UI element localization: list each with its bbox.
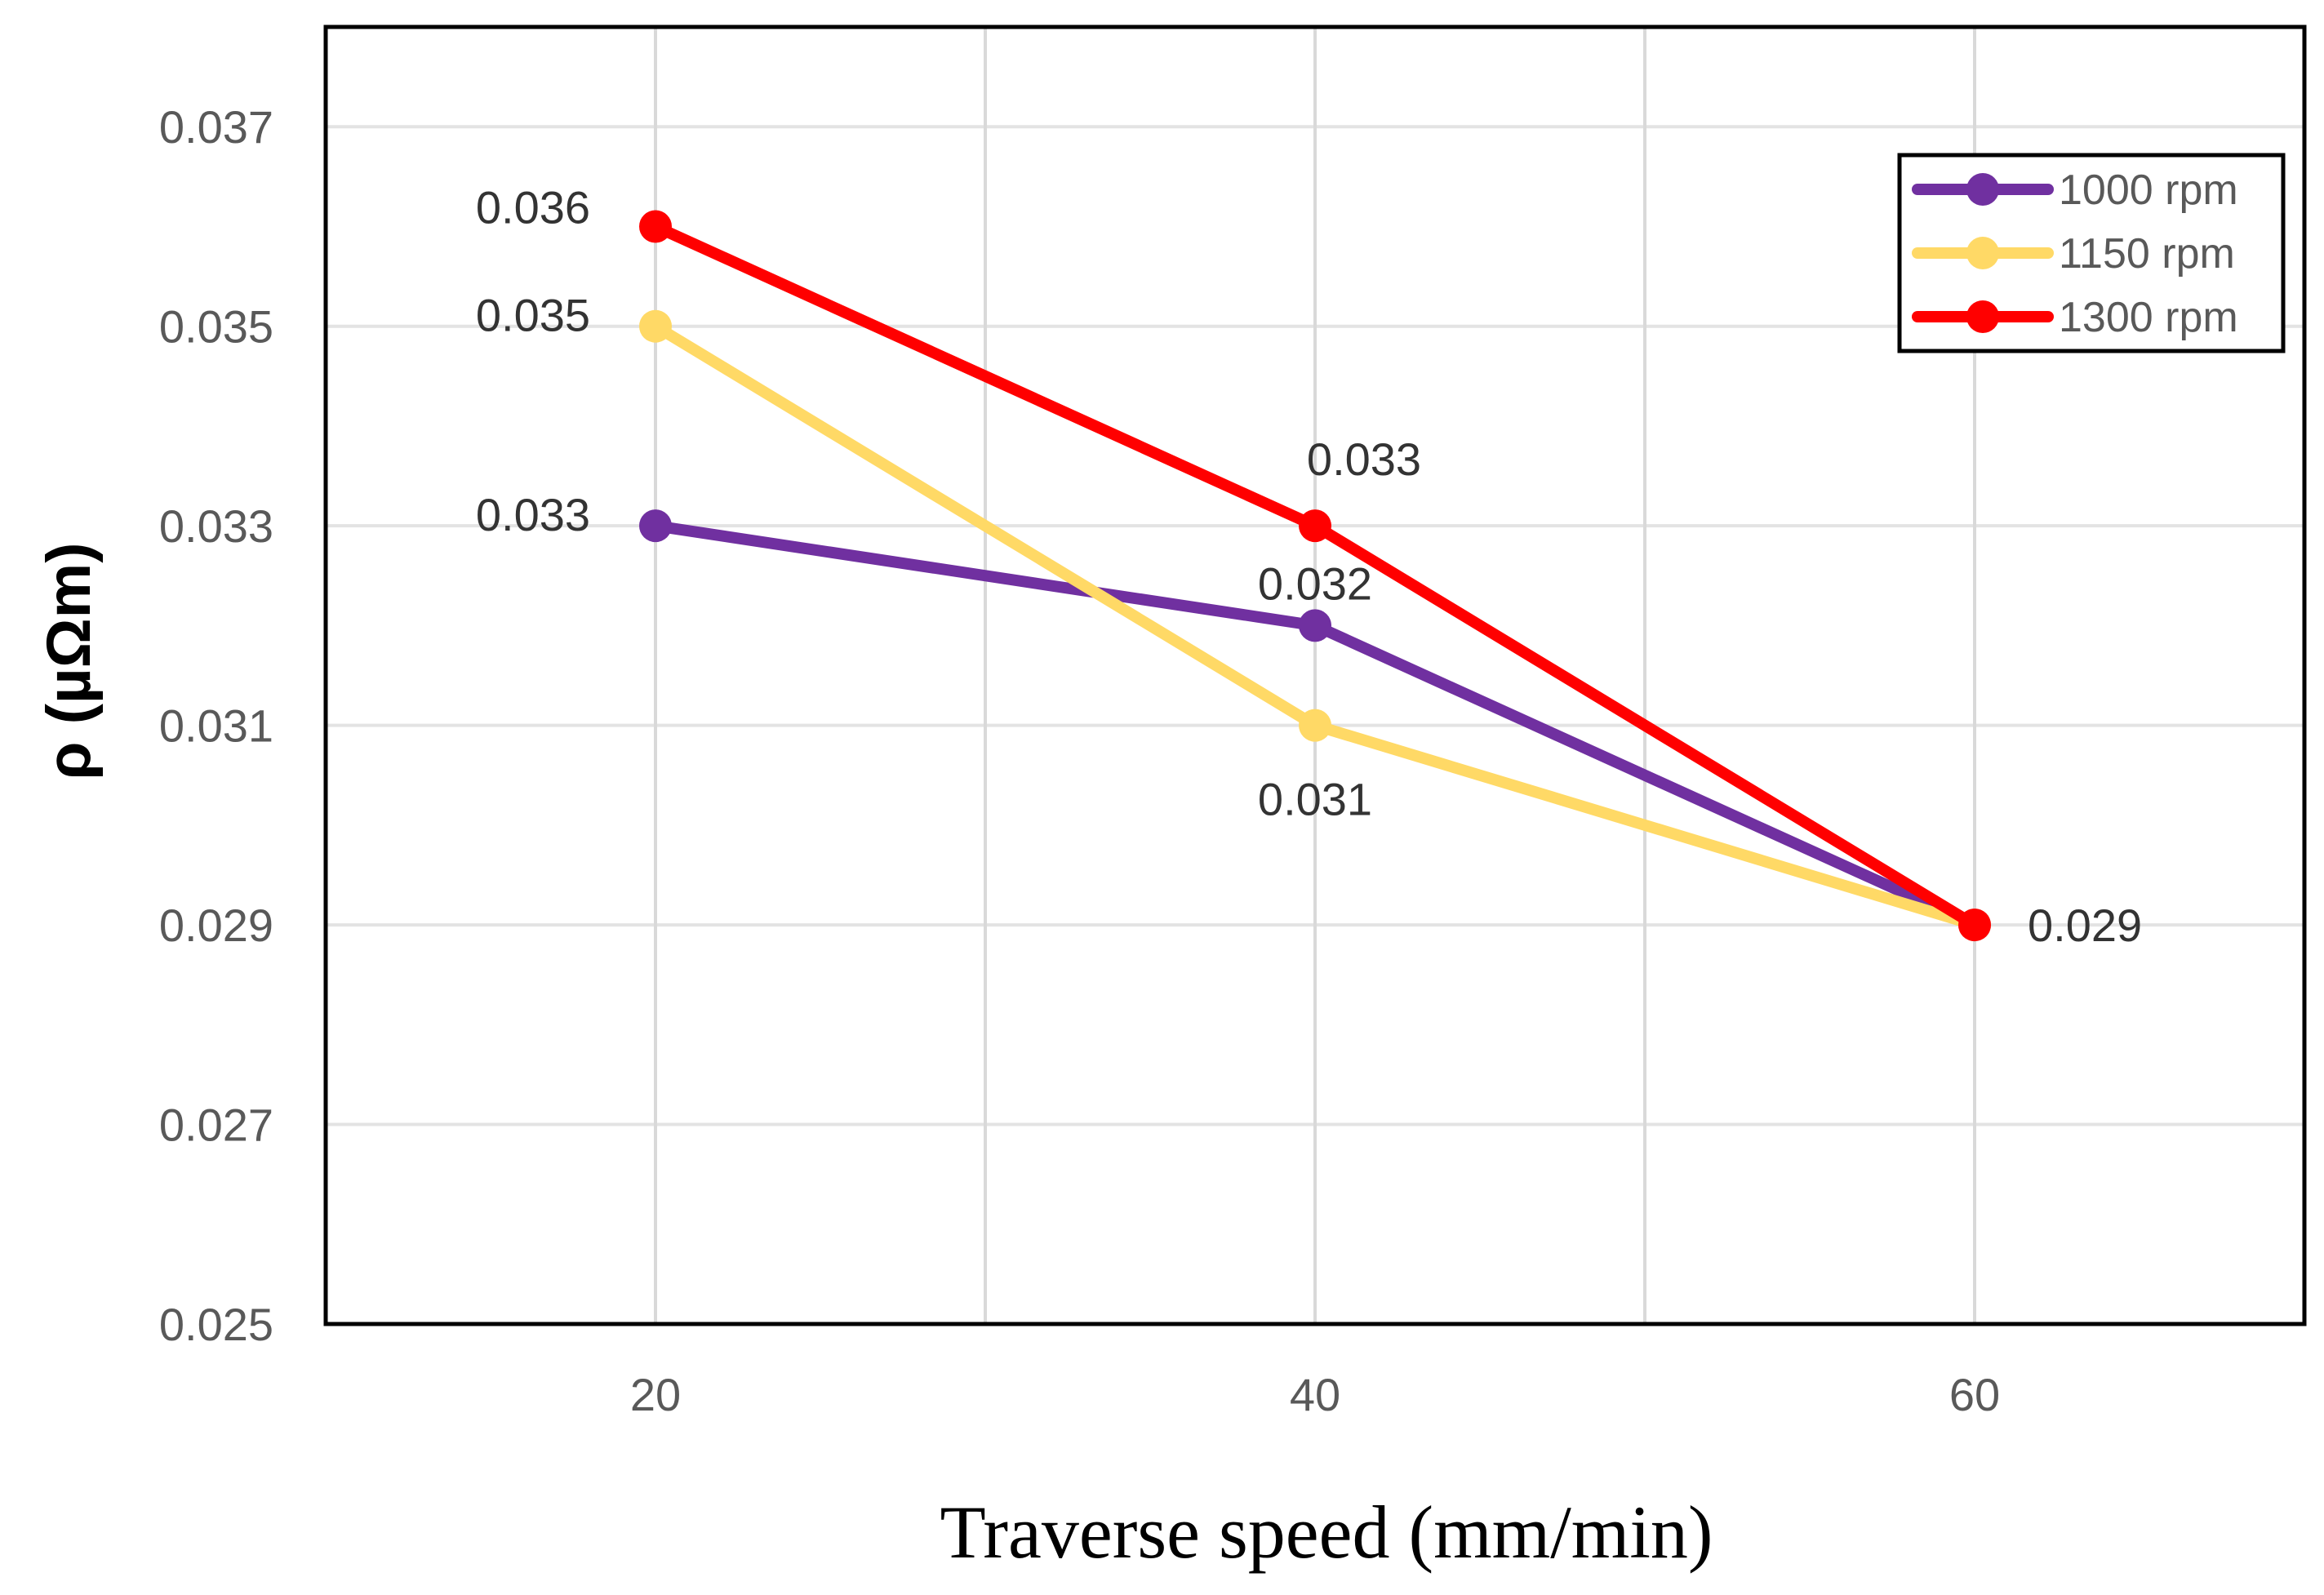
y-tick-label: 0.029 xyxy=(159,900,273,951)
data-label: 0.033 xyxy=(476,489,590,540)
y-tick-label: 0.035 xyxy=(159,301,273,353)
x-tick-label: 20 xyxy=(630,1369,681,1420)
legend-label: 1000 rpm xyxy=(2059,167,2238,214)
data-labels: 0.033 0.032 0.035 0.031 0.036 0.033 0.029 xyxy=(476,181,2142,951)
plot-area-frame xyxy=(323,24,2307,1326)
y-tick-label: 0.027 xyxy=(159,1100,273,1151)
series-point-1 xyxy=(639,309,672,343)
series-point-2 xyxy=(1958,909,1991,942)
legend-swatch-marker xyxy=(1966,300,1999,333)
y-tick-label: 0.031 xyxy=(159,700,273,752)
series-group xyxy=(639,210,1991,942)
legend-label: 1150 rpm xyxy=(2059,230,2235,278)
y-tick-label: 0.037 xyxy=(159,101,273,153)
x-axis-ticks: 20 40 60 xyxy=(630,1369,2000,1420)
data-label: 0.036 xyxy=(476,181,590,233)
legend: 1000 rpm 1150 rpm 1300 rpm xyxy=(1897,153,2286,353)
series-point-2 xyxy=(639,210,672,243)
legend-swatch-marker xyxy=(1966,173,1999,206)
data-label: 0.029 xyxy=(2028,900,2142,951)
y-axis-ticks: 0.025 0.027 0.029 0.031 0.033 0.035 0.037 xyxy=(159,101,273,1350)
x-tick-label: 40 xyxy=(1290,1369,1340,1420)
data-label: 0.033 xyxy=(1307,433,1421,485)
series-point-2 xyxy=(1299,509,1331,543)
x-axis-label: Traverse speed (mm/min) xyxy=(940,1491,1713,1574)
y-axis-label: ρ (µΩm) xyxy=(34,542,104,780)
series-point-0 xyxy=(639,509,672,543)
data-label: 0.031 xyxy=(1258,774,1372,825)
x-tick-label: 60 xyxy=(1949,1369,2000,1420)
series-point-0 xyxy=(1299,609,1331,642)
y-tick-label: 0.033 xyxy=(159,500,273,552)
series-point-1 xyxy=(1299,709,1331,742)
y-tick-label: 0.025 xyxy=(159,1299,273,1350)
data-label: 0.032 xyxy=(1258,558,1372,609)
data-label: 0.035 xyxy=(476,290,590,341)
legend-label: 1300 rpm xyxy=(2059,294,2238,341)
legend-swatch-marker xyxy=(1966,237,1999,269)
